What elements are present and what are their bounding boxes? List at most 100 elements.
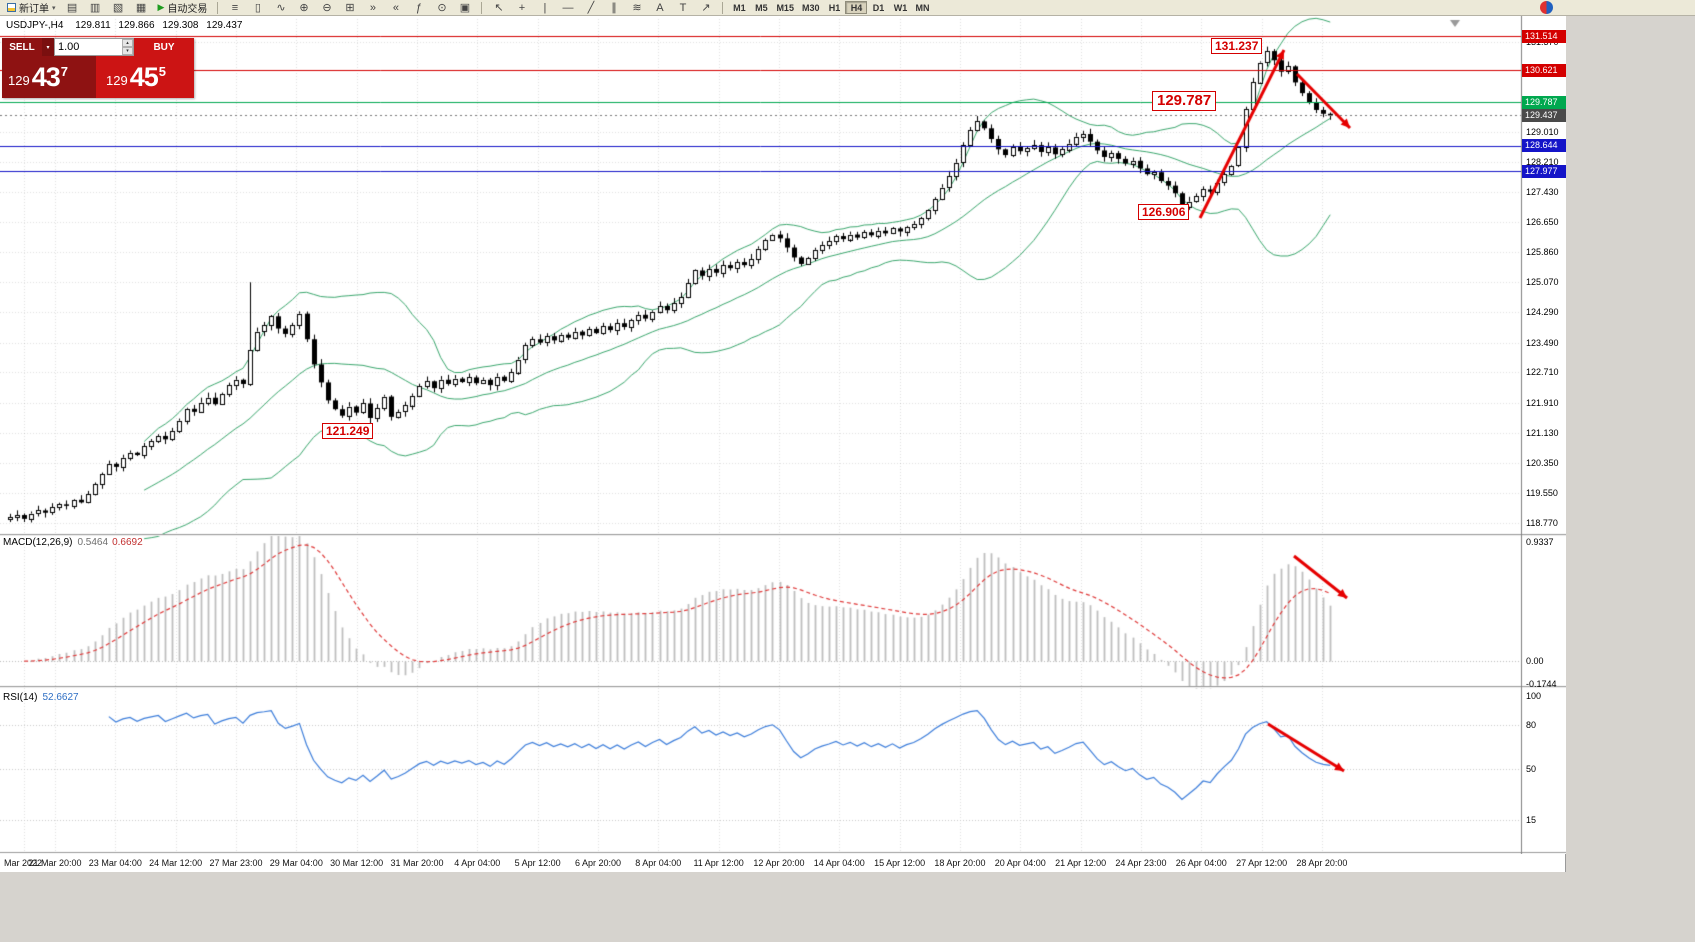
community-icon[interactable] bbox=[1540, 1, 1553, 14]
time-axis-label: 15 Apr 12:00 bbox=[874, 858, 926, 868]
timeframe-m30[interactable]: M30 bbox=[798, 1, 824, 14]
tile-windows-icon[interactable]: ⊞ bbox=[338, 1, 361, 15]
terminal-icon[interactable]: ▦ bbox=[130, 1, 153, 15]
navigator-icon[interactable]: ▧ bbox=[107, 1, 130, 15]
time-axis-label: 28 Apr 20:00 bbox=[1296, 858, 1348, 868]
price-chart-canvas[interactable] bbox=[0, 16, 1566, 854]
open-value: 129.811 bbox=[75, 20, 111, 31]
volume-up-button[interactable]: ▴ bbox=[122, 39, 133, 47]
price-callout-129.787[interactable]: 129.787 bbox=[1152, 91, 1217, 111]
arrow-object-icon[interactable]: ↗ bbox=[694, 1, 717, 15]
price-tag-130.621: 130.621 bbox=[1522, 63, 1566, 77]
macd-main-value: 0.5464 bbox=[77, 537, 109, 548]
time-axis-label: 26 Apr 04:00 bbox=[1175, 858, 1227, 868]
price-scale-label: 127.430 bbox=[1526, 187, 1559, 198]
macd-scale-label: 0.9337 bbox=[1526, 536, 1554, 547]
time-axis-label: 31 Mar 20:00 bbox=[390, 858, 444, 868]
line-chart-icon[interactable]: ∿ bbox=[269, 1, 292, 15]
crosshair-icon[interactable]: + bbox=[510, 1, 533, 15]
macd-indicator-label: MACD(12,26,9) 0.5464 0.6692 bbox=[3, 537, 143, 548]
price-callout-126.906[interactable]: 126.906 bbox=[1138, 204, 1190, 220]
buy-button[interactable]: BUY bbox=[134, 38, 194, 56]
cursor-icon[interactable]: ↖ bbox=[487, 1, 510, 15]
price-tag-128.644: 128.644 bbox=[1522, 139, 1566, 153]
close-value: 129.437 bbox=[206, 20, 243, 31]
price-scale-label: 124.290 bbox=[1526, 307, 1559, 318]
time-axis-label: 11 Apr 12:00 bbox=[693, 858, 744, 868]
toolbar-separator bbox=[217, 1, 219, 14]
price-scale-label: 122.710 bbox=[1526, 367, 1559, 378]
volume-input[interactable] bbox=[55, 39, 122, 55]
new-order-label: 新订单 bbox=[19, 4, 49, 15]
time-axis-label: 30 Mar 12:00 bbox=[330, 858, 384, 868]
horizontal-line-icon[interactable]: — bbox=[556, 1, 579, 15]
chart-shift-icon[interactable]: « bbox=[384, 1, 407, 15]
channel-icon[interactable]: ∥ bbox=[602, 1, 625, 15]
timeframe-m15[interactable]: M15 bbox=[772, 1, 798, 14]
rsi-scale-label: 50 bbox=[1526, 764, 1537, 775]
sell-price[interactable]: 129 43 7 bbox=[2, 56, 96, 98]
rsi-scale-label: 100 bbox=[1526, 691, 1542, 702]
volume-down-button[interactable]: ▾ bbox=[122, 47, 133, 55]
toolbar-separator bbox=[481, 1, 483, 14]
timeframe-m1[interactable]: M1 bbox=[728, 1, 750, 14]
autotrading-label: 自动交易 bbox=[167, 4, 208, 15]
chart-ohlc-header: USDJPY-,H4 129.811 129.866 129.308 129.4… bbox=[6, 20, 247, 31]
buy-price[interactable]: 129 45 5 bbox=[96, 56, 194, 98]
vertical-line-icon[interactable]: | bbox=[533, 1, 556, 15]
macd-scale-label: -0.1744 bbox=[1526, 678, 1557, 689]
time-axis-label: 8 Apr 04:00 bbox=[635, 858, 682, 868]
play-icon: ▶ bbox=[157, 2, 165, 12]
price-tag-129.437: 129.437 bbox=[1522, 108, 1566, 122]
periods-icon[interactable]: ⊙ bbox=[430, 1, 453, 15]
rsi-scale-label: 80 bbox=[1526, 720, 1537, 731]
text-label-icon[interactable]: T bbox=[671, 1, 694, 15]
candlestick-chart-icon[interactable]: ▯ bbox=[246, 1, 269, 15]
zoom-out-icon[interactable]: ⊖ bbox=[315, 1, 338, 15]
price-scale-label: 121.910 bbox=[1526, 398, 1559, 409]
price-tag-131.514: 131.514 bbox=[1522, 29, 1566, 43]
price-scale[interactable]: 131.370129.010128.210127.430126.650125.8… bbox=[1522, 16, 1566, 872]
symbol-period-label: USDJPY-,H4 bbox=[6, 20, 64, 31]
trendline-icon[interactable]: ╱ bbox=[579, 1, 602, 15]
new-order-icon bbox=[7, 3, 16, 12]
new-order-button[interactable]: 新订单 ▾ bbox=[2, 1, 61, 15]
text-icon[interactable]: A bbox=[648, 1, 671, 15]
market-watch-icon[interactable]: ▤ bbox=[61, 1, 84, 15]
auto-scroll-icon[interactable]: » bbox=[361, 1, 384, 15]
timeframe-mn[interactable]: MN bbox=[911, 1, 933, 14]
time-axis-label: 27 Apr 12:00 bbox=[1236, 858, 1288, 868]
sell-button[interactable]: SELL bbox=[2, 38, 42, 56]
data-window-icon[interactable]: ▥ bbox=[84, 1, 107, 15]
time-axis[interactable]: Mar 2022 21 Mar 20:00 23 Mar 04:00 24 Mar 1… bbox=[0, 854, 1520, 872]
price-callout-131.237[interactable]: 131.237 bbox=[1211, 38, 1263, 54]
volume-field: ▴ ▾ bbox=[54, 38, 134, 56]
main-toolbar: 新订单 ▾ ▤ ▥ ▧ ▦ ▶ 自动交易 ≡ ▯ ∿ ⊕ ⊖ ⊞» «ƒ ⊙ ▣ ↖ + | — ╱ ∥ ≋ A T ↗… bbox=[0, 0, 1695, 16]
price-scale-label: 121.130 bbox=[1526, 427, 1559, 438]
zoom-in-icon[interactable]: ⊕ bbox=[292, 1, 315, 15]
price-scale-label: 125.070 bbox=[1526, 277, 1559, 288]
autotrading-button[interactable]: ▶ 自动交易 bbox=[153, 1, 213, 15]
price-scale-label: 125.860 bbox=[1526, 247, 1559, 258]
order-type-dropdown[interactable]: ▾ bbox=[42, 38, 54, 56]
timeframe-h4[interactable]: H4 bbox=[845, 1, 868, 14]
time-axis-label: 14 Apr 04:00 bbox=[813, 858, 865, 868]
fibonacci-icon[interactable]: ≋ bbox=[625, 1, 648, 15]
timeframe-d1[interactable]: D1 bbox=[867, 1, 889, 14]
timeframe-h1[interactable]: H1 bbox=[823, 1, 845, 14]
chart-window: USDJPY-,H4 129.811 129.866 129.308 129.4… bbox=[0, 16, 1566, 872]
timeframe-m5[interactable]: M5 bbox=[750, 1, 772, 14]
indicators-icon[interactable]: ƒ bbox=[407, 1, 430, 15]
high-value: 129.866 bbox=[118, 20, 155, 31]
time-axis-label: 27 Mar 23:00 bbox=[209, 858, 263, 868]
bar-chart-icon[interactable]: ≡ bbox=[223, 1, 246, 15]
time-axis-label: 24 Apr 23:00 bbox=[1115, 858, 1167, 868]
time-axis-label: 29 Mar 04:00 bbox=[269, 858, 323, 868]
timeframe-w1[interactable]: W1 bbox=[889, 1, 911, 14]
toolbar-separator bbox=[722, 1, 724, 14]
price-callout-121.249[interactable]: 121.249 bbox=[322, 423, 374, 439]
rsi-value: 52.6627 bbox=[42, 692, 79, 703]
chevron-down-icon: ▾ bbox=[52, 4, 56, 12]
time-axis-label: 20 Apr 04:00 bbox=[994, 858, 1046, 868]
templates-icon[interactable]: ▣ bbox=[453, 1, 476, 15]
